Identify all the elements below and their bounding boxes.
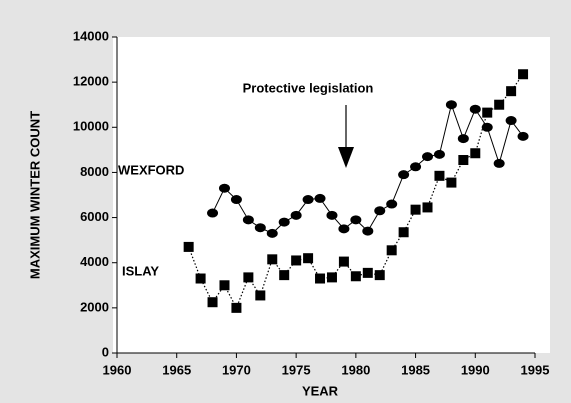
data-point [266, 228, 278, 238]
data-point [481, 122, 493, 132]
data-point [398, 170, 410, 180]
data-point [230, 195, 242, 205]
data-point [386, 245, 397, 256]
data-point [338, 256, 349, 267]
data-point [302, 195, 314, 205]
data-point [243, 272, 254, 283]
data-point [445, 100, 457, 110]
data-point [410, 204, 421, 215]
y-tick-label: 10000 [73, 119, 109, 134]
x-axis-label: YEAR [302, 383, 339, 398]
data-point [458, 155, 469, 166]
data-point [518, 69, 529, 80]
data-point [267, 254, 278, 265]
y-tick-label: 14000 [73, 28, 109, 43]
data-point [422, 202, 433, 213]
x-tick-label: 1965 [162, 362, 191, 377]
data-point [183, 241, 194, 252]
data-point [326, 272, 337, 283]
data-point [315, 273, 326, 284]
data-point [291, 255, 302, 266]
data-point [326, 210, 338, 220]
data-point [207, 297, 218, 308]
data-point [470, 148, 481, 159]
data-point [517, 131, 529, 141]
annotation: Protective legislation [243, 80, 374, 95]
y-tick-label: 6000 [80, 209, 109, 224]
data-point [493, 158, 505, 168]
y-tick-label: 0 [102, 344, 109, 359]
data-point [482, 107, 493, 118]
y-tick-label: 8000 [80, 164, 109, 179]
y-tick-label: 12000 [73, 74, 109, 89]
y-tick-label: 2000 [80, 299, 109, 314]
data-point [494, 99, 505, 110]
data-point [314, 193, 326, 203]
data-point [505, 116, 517, 126]
x-tick-label: 1980 [341, 362, 370, 377]
x-tick-label: 1985 [401, 362, 430, 377]
data-point [279, 270, 290, 281]
data-point [410, 162, 422, 172]
data-point [242, 215, 254, 225]
plot-area [113, 37, 550, 353]
data-point [338, 224, 350, 234]
data-point [218, 183, 230, 193]
series-label: WEXFORD [118, 162, 184, 177]
data-point [374, 206, 386, 216]
x-tick-label: 1990 [461, 362, 490, 377]
data-point [457, 134, 469, 144]
x-tick-label: 1960 [103, 362, 132, 377]
data-point [195, 273, 206, 284]
data-point [362, 226, 374, 236]
arrow-head [338, 147, 354, 168]
data-point [446, 177, 457, 188]
data-point [303, 253, 314, 264]
data-point [469, 104, 481, 114]
y-axis-label: MAXIMUM WINTER COUNT [27, 111, 42, 279]
data-point [434, 170, 445, 181]
x-tick-label: 1970 [222, 362, 251, 377]
data-point [506, 86, 517, 97]
data-point [362, 267, 373, 278]
x-tick-label: 1975 [282, 362, 311, 377]
data-point [386, 199, 398, 209]
data-point [255, 290, 266, 301]
y-tick-label: 4000 [80, 254, 109, 269]
x-tick-label: 1995 [521, 362, 550, 377]
data-point [374, 270, 385, 281]
data-point [278, 217, 290, 227]
data-point [398, 227, 409, 238]
data-point [207, 208, 219, 218]
data-point [350, 271, 361, 282]
data-point [231, 302, 242, 313]
data-point [422, 152, 434, 162]
data-point [219, 280, 230, 291]
data-point [433, 149, 445, 159]
data-point [350, 215, 362, 225]
series-label: ISLAY [122, 263, 159, 278]
data-point [290, 210, 302, 220]
data-point [254, 223, 266, 233]
